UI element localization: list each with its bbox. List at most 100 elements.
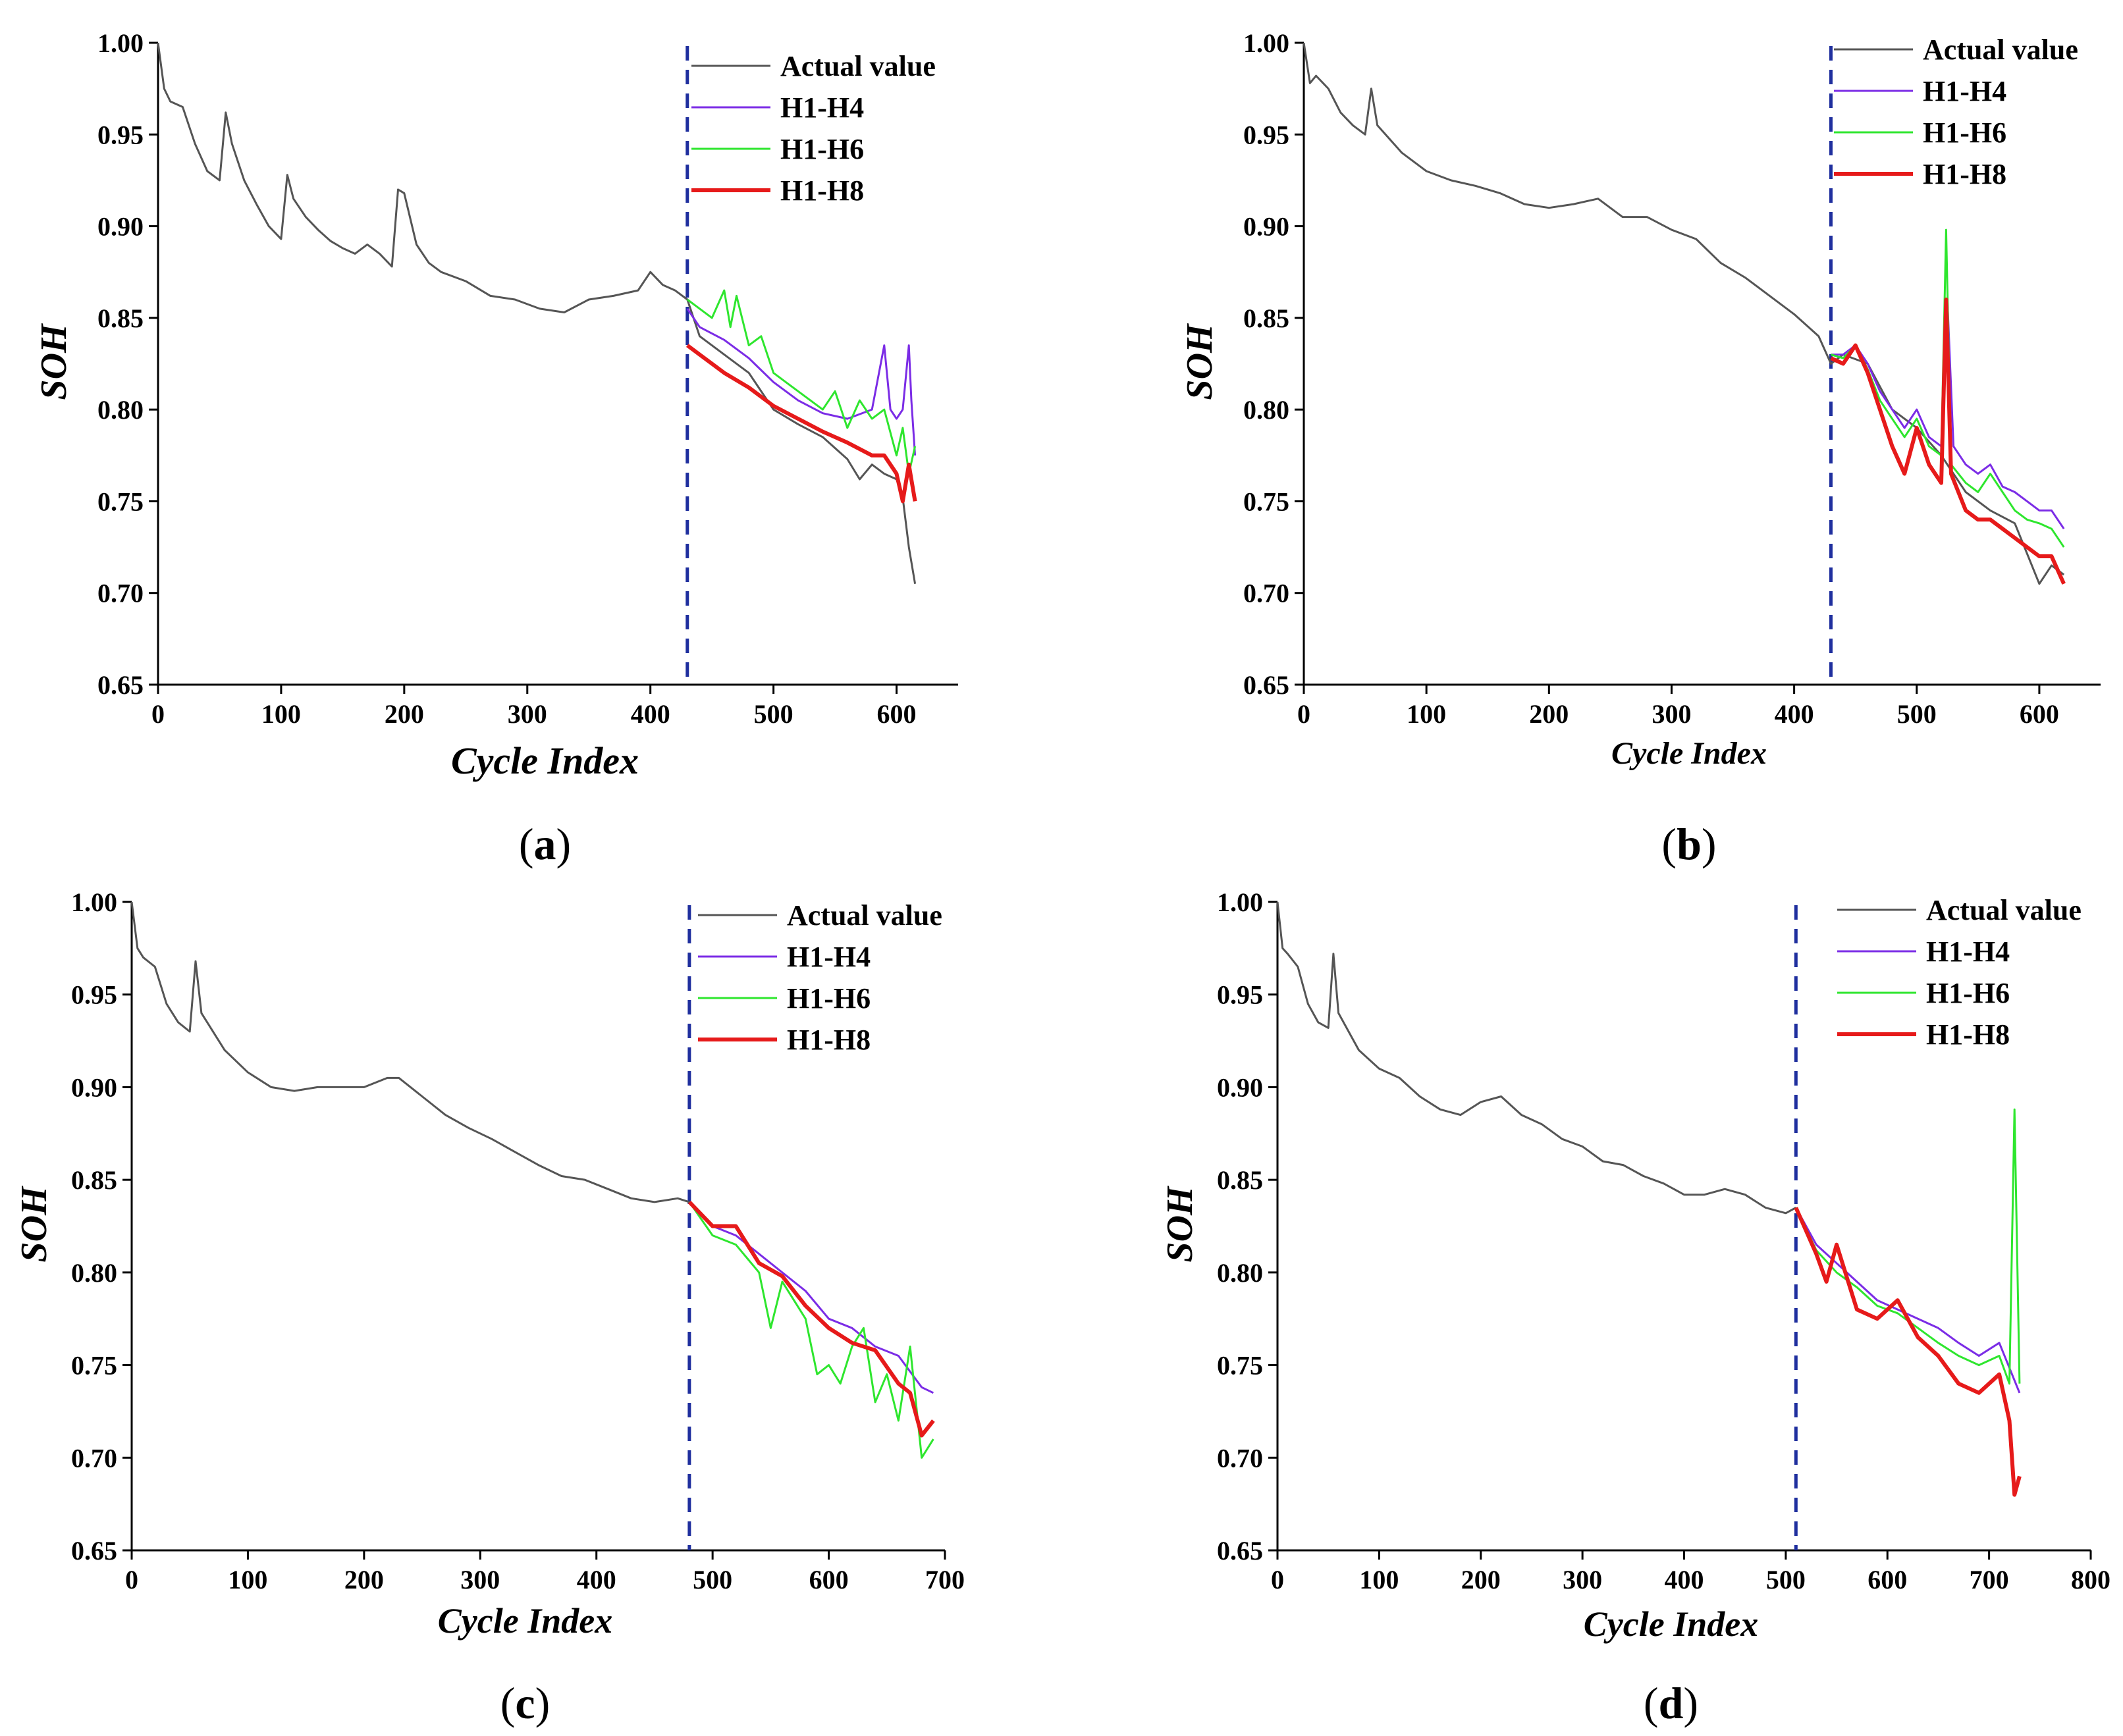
x-tick-label: 500 (1897, 699, 1937, 729)
legend-label: H1-H4 (1923, 75, 2006, 107)
y-tick-label: 0.90 (71, 1072, 117, 1102)
x-tick-label: 600 (1868, 1565, 1907, 1594)
x-tick-label: 0 (1297, 699, 1310, 729)
y-tick-label: 0.85 (71, 1165, 117, 1195)
legend-label: H1-H6 (780, 133, 864, 165)
y-tick-label: 0.90 (97, 212, 144, 242)
legend: Actual value H1-H4 H1-H6 H1-H8 (1834, 34, 2078, 190)
x-tick-label: 500 (754, 699, 793, 729)
x-tick-label: 500 (693, 1565, 732, 1594)
legend-label: H1-H6 (1926, 977, 2010, 1009)
x-axis-title: Cycle Index (438, 1601, 612, 1641)
series-line-h1-h8 (686, 344, 917, 504)
legend: Actual value H1-H4 H1-H6 H1-H8 (691, 50, 936, 207)
legend-label: Actual value (1923, 34, 2078, 66)
y-tick-label: 1.00 (97, 28, 144, 58)
legend-label: H1-H6 (1923, 117, 2006, 149)
x-axis-title: Cycle Index (1611, 736, 1767, 771)
legend-label: Actual value (780, 50, 936, 82)
legend-label: H1-H8 (780, 174, 864, 207)
chart-panel-d: 0.65 0.70 0.75 0.80 0.85 0.90 0.95 1.00 0 100 200 3… (1160, 887, 2110, 1728)
x-tick-label: 100 (1407, 699, 1446, 729)
chart-panel-c: 0.65 0.70 0.75 0.80 0.85 0.90 0.95 1.00 0 100 200 3… (14, 887, 965, 1728)
y-tick-label: 0.75 (1243, 487, 1289, 516)
y-axis-title: SOH (1160, 1186, 1200, 1263)
y-tick-label: 0.65 (97, 670, 144, 700)
series-line-h1-h4 (686, 308, 917, 456)
x-tick-label: 200 (344, 1565, 384, 1594)
y-axis-title: SOH (34, 323, 74, 400)
series-line-actual-value (1303, 42, 2065, 585)
y-tick-label: 0.65 (1243, 670, 1289, 700)
x-tick-label: 700 (1970, 1565, 2009, 1594)
series-line-h1-h4 (688, 1201, 934, 1394)
legend-label: H1-H4 (1926, 935, 2010, 968)
x-tick-label: 200 (1461, 1565, 1501, 1594)
x-tick-label: 700 (925, 1565, 965, 1594)
y-tick-label: 0.85 (1217, 1165, 1263, 1195)
series-line-h1-h8 (687, 1200, 935, 1438)
legend: Actual value H1-H4 H1-H6 H1-H8 (1837, 894, 2082, 1051)
y-tick-label: 0.75 (97, 487, 144, 516)
series-line-h1-h4 (1794, 1207, 2021, 1394)
x-tick-label: 200 (385, 699, 424, 729)
x-tick-label: 400 (1775, 699, 1814, 729)
x-tick-label: 0 (1271, 1565, 1284, 1594)
y-tick-label: 0.95 (71, 980, 117, 1010)
x-axis-title: Cycle Index (1584, 1604, 1758, 1644)
x-tick-label: 400 (1665, 1565, 1704, 1594)
panel-caption: (b) (1661, 819, 1716, 869)
x-tick-label: 100 (261, 699, 301, 729)
series-line-actual-value (130, 901, 690, 1203)
y-tick-label: 0.85 (1243, 303, 1289, 333)
series-line-actual-value (157, 42, 917, 585)
y-tick-label: 0.80 (97, 395, 144, 425)
x-tick-label: 100 (228, 1565, 267, 1594)
y-tick-label: 0.95 (97, 120, 144, 149)
legend-label: H1-H8 (1926, 1018, 2010, 1051)
y-tick-label: 0.90 (1217, 1072, 1263, 1102)
y-tick-label: 0.95 (1243, 120, 1289, 149)
legend-label: H1-H8 (787, 1024, 871, 1056)
x-tick-label: 400 (577, 1565, 616, 1594)
legend-label: H1-H8 (1923, 158, 2006, 190)
y-tick-label: 1.00 (71, 887, 117, 917)
y-tick-label: 0.80 (1243, 395, 1289, 425)
series-line-h1-h6 (1794, 1108, 2021, 1385)
series-line-h1-h6 (686, 289, 917, 475)
x-tick-label: 0 (125, 1565, 138, 1594)
x-axis-title: Cycle Index (451, 739, 639, 782)
legend-label: H1-H6 (787, 982, 871, 1014)
legend-label: Actual value (1926, 894, 2082, 926)
y-axis-title: SOH (14, 1186, 55, 1263)
legend: Actual value H1-H4 H1-H6 H1-H8 (698, 899, 942, 1056)
x-tick-label: 300 (1563, 1565, 1602, 1594)
panel-caption: (d) (1644, 1678, 1698, 1728)
y-tick-label: 0.85 (97, 303, 144, 333)
panel-caption: (a) (519, 819, 571, 869)
x-tick-label: 200 (1529, 699, 1569, 729)
y-tick-label: 0.95 (1217, 980, 1263, 1010)
x-tick-label: 300 (508, 699, 547, 729)
y-tick-label: 0.90 (1243, 212, 1289, 242)
y-tick-label: 0.65 (1217, 1536, 1263, 1565)
y-tick-label: 0.70 (1243, 579, 1289, 608)
y-tick-label: 0.65 (71, 1536, 117, 1565)
y-tick-label: 0.80 (71, 1258, 117, 1288)
legend-label: H1-H4 (780, 92, 864, 124)
y-tick-label: 0.80 (1217, 1258, 1263, 1288)
x-tick-label: 300 (460, 1565, 500, 1594)
y-tick-label: 0.70 (71, 1443, 117, 1473)
x-tick-label: 0 (151, 699, 165, 729)
y-tick-label: 0.75 (71, 1351, 117, 1381)
y-tick-label: 1.00 (1217, 887, 1263, 917)
y-tick-label: 1.00 (1243, 28, 1289, 58)
x-tick-label: 400 (631, 699, 670, 729)
y-axis-title: SOH (1179, 323, 1220, 400)
y-tick-label: 0.70 (1217, 1443, 1263, 1473)
x-tick-label: 300 (1652, 699, 1691, 729)
x-tick-label: 600 (809, 1565, 849, 1594)
series-line-h1-h6 (688, 1201, 934, 1459)
series-line-actual-value (1276, 901, 1797, 1215)
